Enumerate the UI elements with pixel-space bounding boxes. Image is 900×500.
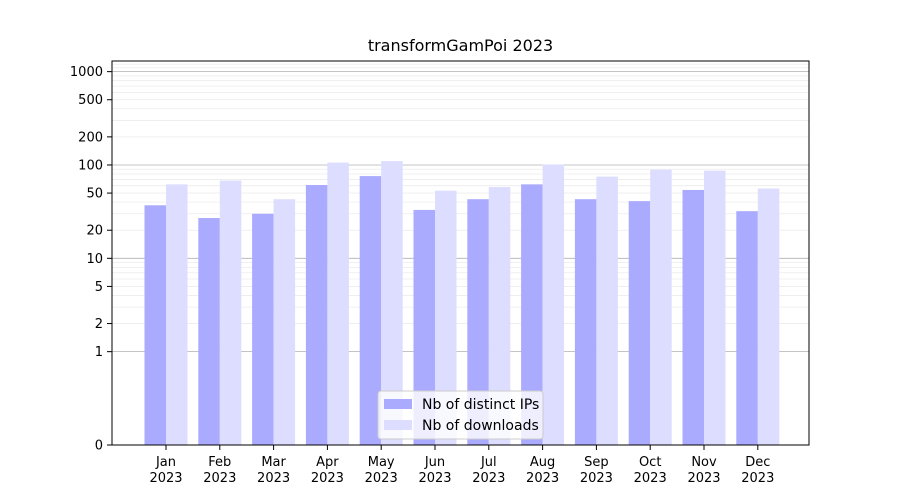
x-tick-label-0: Jan 2023 [149, 455, 182, 486]
bar-downloads-2 [273, 199, 296, 445]
bar-ips-9 [628, 201, 651, 445]
bar-ips-7 [521, 184, 543, 445]
bar-ips-4 [359, 176, 382, 445]
x-tick-label-2: Mar 2023 [257, 455, 290, 486]
bar-downloads-1 [219, 180, 242, 445]
plot-frame [111, 60, 810, 446]
bar-ips-3 [305, 185, 328, 445]
bar-downloads-11 [757, 188, 780, 445]
legend-label-1: Nb of downloads [422, 418, 539, 434]
chart-title: transformGamPoi 2023 [368, 36, 553, 55]
x-tick-label-5: Jun 2023 [418, 455, 451, 486]
legend-swatch-1 [384, 420, 412, 430]
bar-downloads-10 [704, 170, 726, 445]
bar-downloads-6 [488, 187, 511, 445]
x-tick-label-11: Dec 2023 [741, 455, 774, 486]
y-tick-label-4: 10 [86, 252, 103, 267]
x-tick-label-6: Jul 2023 [472, 455, 505, 486]
legend-box [377, 390, 544, 440]
legend-swatch-0 [384, 399, 412, 409]
y-tick-label-10: 1000 [70, 65, 103, 80]
y-tick-label-5: 20 [86, 224, 103, 239]
y-tick-label-2: 2 [95, 317, 103, 332]
bar-ips-10 [682, 189, 704, 445]
bar-ips-0 [144, 205, 166, 445]
x-tick-label-7: Aug 2023 [526, 455, 559, 486]
bar-downloads-8 [596, 176, 618, 445]
x-tick-label-4: May 2023 [365, 455, 398, 486]
x-tick-label-8: Sep 2023 [580, 455, 613, 486]
bar-downloads-4 [381, 161, 403, 446]
bar-ips-2 [252, 213, 274, 445]
y-tick-label-1: 1 [95, 345, 103, 360]
y-tick-label-0: 0 [95, 439, 103, 454]
bar-downloads-7 [542, 164, 565, 445]
legend-label-0: Nb of distinct IPs [422, 397, 539, 413]
y-tick-label-6: 50 [86, 187, 103, 202]
bar-ips-11 [736, 211, 758, 445]
bar-downloads-5 [435, 190, 457, 445]
y-tick-label-8: 200 [78, 130, 103, 145]
x-tick-label-9: Oct 2023 [634, 455, 667, 486]
bar-ips-6 [467, 199, 489, 445]
bar-downloads-0 [166, 184, 188, 445]
bar-ips-1 [198, 218, 220, 445]
bar-downloads-3 [327, 162, 349, 445]
bar-downloads-9 [650, 169, 672, 445]
x-tick-label-1: Feb 2023 [203, 455, 236, 486]
bar-ips-5 [413, 209, 435, 445]
y-tick-label-7: 100 [78, 158, 103, 173]
y-tick-label-9: 500 [78, 93, 103, 108]
bar-ips-8 [574, 199, 597, 445]
x-tick-label-3: Apr 2023 [311, 455, 344, 486]
x-tick-label-10: Nov 2023 [687, 455, 720, 486]
y-tick-label-3: 5 [95, 280, 103, 295]
